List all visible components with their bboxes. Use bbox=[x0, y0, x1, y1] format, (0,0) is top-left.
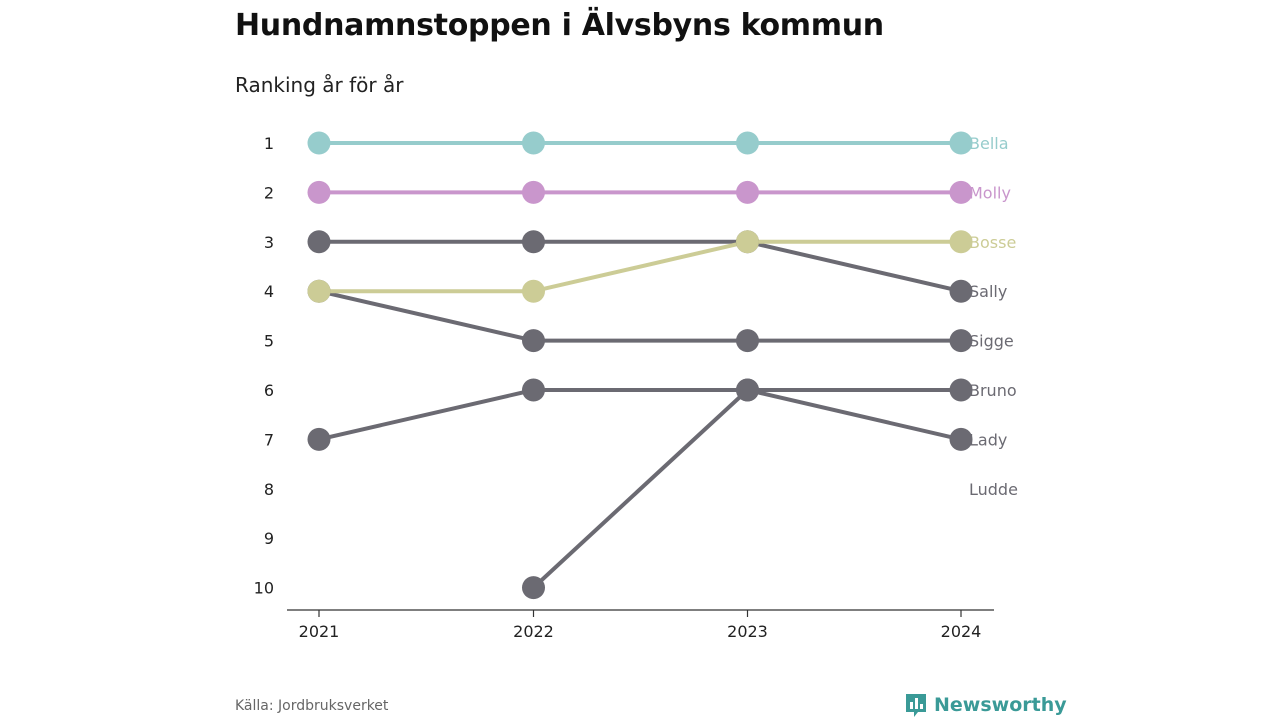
y-tick-label: 10 bbox=[254, 579, 274, 598]
series-point-molly bbox=[949, 180, 973, 204]
chart-subtitle: Ranking år för år bbox=[235, 73, 404, 97]
series-point-sigge bbox=[736, 329, 759, 353]
series-point-bruno bbox=[522, 378, 545, 402]
series-point-bosse bbox=[522, 279, 545, 303]
series-point-molly bbox=[522, 180, 545, 204]
series-labels: Bella Molly Bosse Sally Sigge Bruno Lady Ludde bbox=[969, 134, 1018, 499]
y-tick-label: 3 bbox=[264, 233, 274, 252]
series-point-bosse bbox=[949, 230, 973, 254]
series-label-sigge: Sigge bbox=[969, 332, 1014, 351]
series-points bbox=[307, 131, 973, 600]
chart-title: Hundnamnstoppen i Älvsbyns kommun bbox=[235, 8, 884, 43]
x-axis: 2021 2022 2023 2024 bbox=[287, 609, 994, 641]
series-point-sally bbox=[949, 279, 973, 303]
y-tick-label: 5 bbox=[264, 332, 274, 351]
x-tick-label: 2022 bbox=[513, 622, 554, 641]
series-point-sally bbox=[522, 230, 545, 254]
brand-logo: Newsworthy bbox=[904, 692, 1067, 718]
series-point-bella bbox=[949, 131, 973, 155]
series-point-bella bbox=[522, 131, 545, 155]
series-point-sally bbox=[307, 230, 331, 254]
y-axis: 1 2 3 4 5 6 7 8 9 10 bbox=[254, 134, 274, 598]
series-label-bella: Bella bbox=[969, 134, 1009, 153]
series-point-sigge bbox=[522, 329, 545, 353]
series-point-molly bbox=[736, 180, 759, 204]
series-point-sigge bbox=[949, 329, 973, 353]
y-tick-label: 7 bbox=[264, 430, 274, 449]
y-tick-label: 6 bbox=[264, 381, 274, 400]
series-point-molly bbox=[307, 180, 331, 204]
series-point-bosse bbox=[736, 230, 759, 254]
series-label-molly: Molly bbox=[969, 183, 1011, 202]
x-tick-label: 2023 bbox=[727, 622, 768, 641]
y-tick-label: 2 bbox=[264, 183, 274, 202]
brand-name: Newsworthy bbox=[934, 694, 1067, 716]
series-line-bosse bbox=[317, 239, 963, 294]
series-point-bruno bbox=[307, 427, 331, 451]
y-tick-label: 1 bbox=[264, 134, 274, 153]
series-point-bella bbox=[307, 131, 331, 155]
series-line-bruno bbox=[317, 388, 963, 442]
series-point-lady bbox=[949, 427, 973, 451]
y-tick-label: 9 bbox=[264, 529, 274, 548]
series-label-bruno: Bruno bbox=[969, 381, 1017, 400]
series-label-lady: Lady bbox=[969, 430, 1007, 449]
source-note: Källa: Jordbruksverket bbox=[235, 698, 389, 714]
bar-chart-speech-icon bbox=[906, 694, 926, 717]
series-label-ludde: Ludde bbox=[969, 480, 1018, 499]
y-tick-label: 4 bbox=[264, 282, 274, 301]
series-point-lady bbox=[522, 576, 545, 600]
series-line-sally bbox=[317, 239, 963, 294]
series-point-bella bbox=[736, 131, 759, 155]
series-point-bruno bbox=[949, 378, 973, 402]
x-tick-label: 2024 bbox=[941, 622, 982, 641]
series-label-sally: Sally bbox=[969, 282, 1007, 301]
series-line-sigge bbox=[317, 289, 963, 343]
series-point-lady bbox=[736, 378, 759, 402]
y-tick-label: 8 bbox=[264, 480, 274, 499]
series-label-bosse: Bosse bbox=[969, 233, 1016, 252]
series-point-bosse bbox=[307, 279, 331, 303]
x-tick-label: 2021 bbox=[299, 622, 340, 641]
series-lines bbox=[317, 141, 963, 590]
series-line-lady bbox=[531, 388, 963, 590]
